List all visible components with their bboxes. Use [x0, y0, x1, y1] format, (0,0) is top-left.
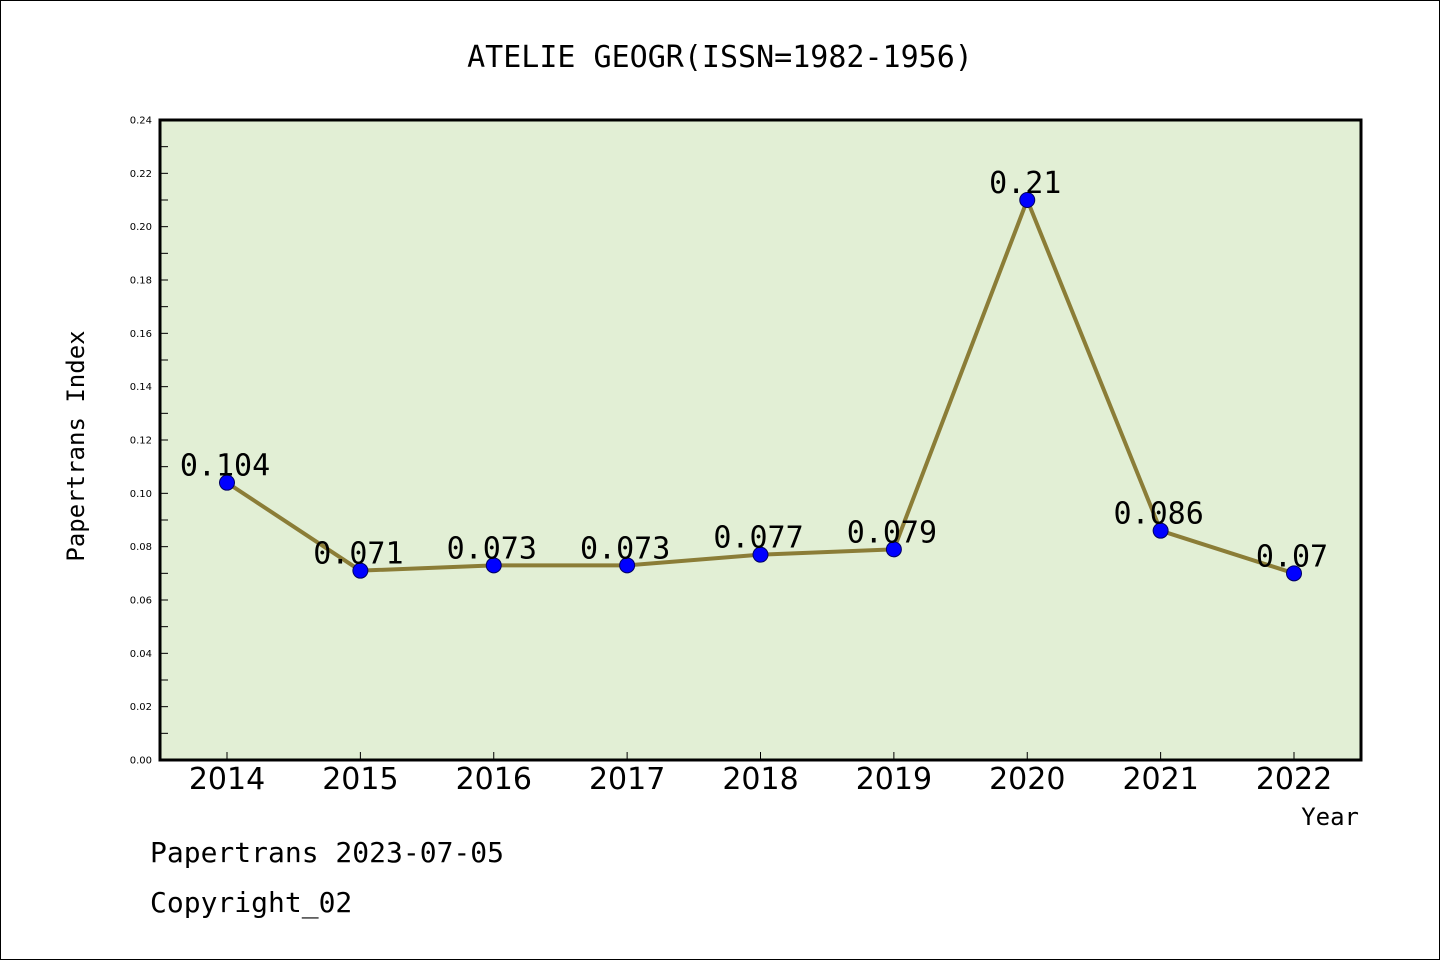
y-tick-label: 0.02	[130, 702, 152, 713]
data-point	[885, 541, 902, 558]
x-tick-label: 2017	[589, 762, 665, 797]
data-point	[219, 474, 235, 491]
footer-date: Papertrans 2023-07-05	[150, 836, 505, 869]
data-labels: 0.104 0.071 0.073 0.073 0.077 0.079 0.21 0.086 0…	[180, 166, 1328, 574]
x-tick-label: 2015	[322, 762, 398, 797]
x-tick-label: 2014	[189, 762, 265, 797]
data-point	[352, 562, 369, 579]
x-axis: 2014 2015 2016 2017 2018 2019 2020 2021 2022	[189, 752, 1332, 797]
data-point	[1286, 565, 1302, 582]
data-label: 0.07	[1256, 539, 1328, 574]
x-tick-label: 2020	[989, 762, 1065, 797]
data-label: 0.21	[989, 166, 1061, 201]
x-tick-label: 2019	[856, 762, 932, 797]
y-tick-label: 0.18	[130, 276, 152, 287]
data-point	[1019, 192, 1036, 208]
data-point	[485, 557, 502, 574]
y-tick-label: 0.10	[130, 489, 152, 500]
data-label: 0.079	[847, 515, 937, 550]
data-label: 0.104	[180, 449, 270, 484]
data-label: 0.071	[313, 537, 403, 572]
data-point	[752, 546, 769, 563]
data-label: 0.073	[447, 531, 537, 566]
y-tick-label: 0.16	[130, 329, 152, 340]
y-tick-label: 0.00	[130, 756, 152, 767]
x-axis-label: Year	[1301, 803, 1359, 831]
x-tick-label: 2022	[1256, 762, 1332, 797]
plot-area	[158, 118, 1363, 762]
data-label: 0.077	[713, 521, 803, 556]
y-tick-label: 0.22	[130, 169, 152, 180]
y-axis: 0.00 0.02 0.04 0.06 0.08 0.10 0.12 0.14 0.16 0.18…	[130, 116, 168, 767]
y-tick-label: 0.08	[130, 542, 152, 553]
data-point	[619, 557, 636, 574]
footer-copyright: Copyright_02	[150, 886, 353, 919]
x-tick-label: 2021	[1122, 762, 1198, 797]
y-tick-label: 0.24	[130, 116, 152, 127]
y-tick-label: 0.12	[130, 436, 152, 447]
series-line	[219, 192, 1302, 582]
data-label: 0.086	[1113, 497, 1203, 532]
y-tick-label: 0.04	[130, 649, 152, 660]
y-tick-label: 0.20	[130, 222, 152, 233]
y-tick-label: 0.14	[130, 382, 152, 393]
x-tick-label: 2018	[722, 762, 798, 797]
x-tick-label: 2016	[456, 762, 532, 797]
data-label: 0.073	[580, 531, 670, 566]
y-tick-label: 0.06	[130, 596, 152, 607]
chart-title: ATELIE GEOGR(ISSN=1982-1956)	[467, 40, 973, 75]
data-point	[1152, 522, 1169, 539]
y-axis-label: Papertrans Index	[62, 330, 90, 561]
